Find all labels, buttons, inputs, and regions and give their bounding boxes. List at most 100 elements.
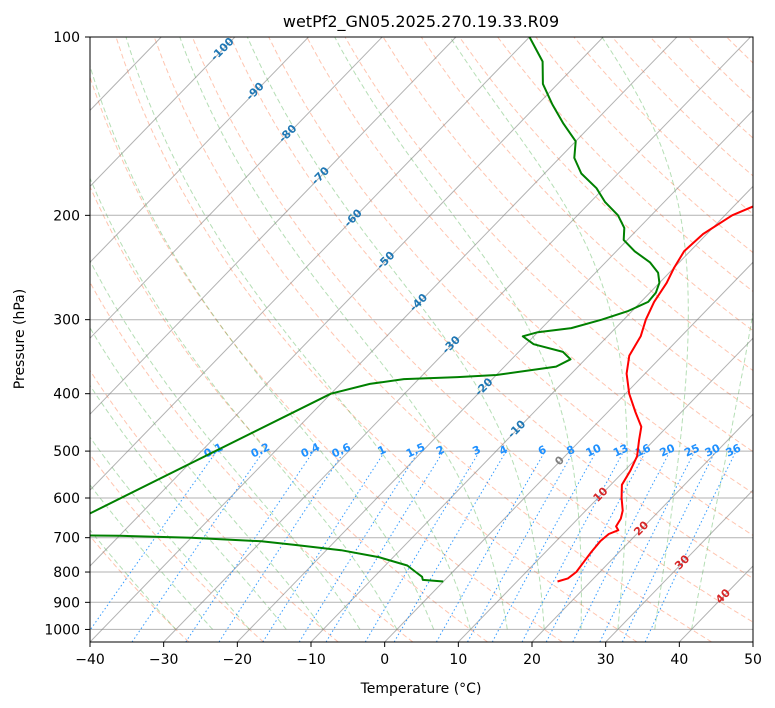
y-tick-label: 500 — [53, 444, 80, 460]
x-tick-label: 30 — [597, 652, 615, 668]
moist-adiabat — [90, 436, 250, 630]
mixing-ratio-label: 0.1 — [202, 441, 225, 461]
moist-adiabat — [691, 309, 753, 630]
moist-adiabat — [179, 37, 508, 630]
mixing-ratio-line — [90, 450, 218, 632]
isotherm-line — [90, 37, 530, 491]
line-labels: 0.1 0.2 0.4 0.6 1 1.5 2 3 4 6 8 10 13 16 20 25 30 36-100-… — [202, 37, 743, 606]
moist-adiabat — [90, 64, 435, 630]
profile-lines — [90, 37, 753, 583]
isotherm-line — [90, 37, 236, 188]
y-axis-label: Pressure (hPa) — [12, 289, 28, 389]
mixing-ratio-line — [572, 450, 671, 642]
isotherm-line — [531, 413, 753, 642]
dry-adiabat — [153, 37, 712, 642]
mixing-ratio-label: 30 — [703, 441, 723, 459]
mixing-ratio-line — [218, 450, 345, 642]
mixing-ratio-label: 4 — [497, 443, 510, 458]
isotherm-line — [90, 37, 383, 339]
dry-adiabat — [497, 37, 753, 293]
moist-adiabat — [125, 37, 471, 630]
mixing-ratio-line — [364, 450, 481, 642]
x-tick-label: −20 — [223, 652, 253, 668]
mixing-ratio-label: 13 — [611, 441, 630, 459]
mixing-ratio-label: 0.4 — [299, 440, 322, 460]
dewpoint-profile — [90, 37, 661, 583]
x-tick-label: 0 — [380, 652, 389, 668]
x-tick-label: −30 — [149, 652, 179, 668]
dry-adiabat — [420, 37, 753, 372]
dry-adiabat — [344, 37, 753, 453]
isotherm-line — [752, 641, 753, 642]
dry-adiabat — [230, 37, 753, 579]
moist-adiabat — [90, 177, 398, 630]
x-tick-label: 40 — [670, 652, 688, 668]
mixing-ratio-line — [644, 450, 737, 642]
y-tick-label: 600 — [53, 491, 80, 507]
moist-adiabat — [601, 37, 689, 630]
y-tick-label: 400 — [53, 387, 80, 403]
y-tick-label: 100 — [53, 30, 80, 46]
moist-adiabat — [90, 259, 361, 630]
x-axis: −40 −30 −20 −10 0 10 20 30 40 50 — [75, 642, 762, 668]
moist-adiabat — [246, 37, 545, 630]
dry-adiabat — [90, 75, 563, 642]
dry-adiabat — [306, 37, 753, 494]
moist-adiabat — [90, 384, 287, 630]
chart-title: wetPf2_GN05.2025.270.19.33.R09 — [283, 12, 559, 32]
mixing-ratio-label: 3 — [470, 443, 482, 458]
isotherm-line — [90, 37, 604, 567]
mixing-ratio-label: 20 — [658, 441, 678, 459]
x-tick-label: 10 — [449, 652, 467, 668]
mixing-ratio-label: 2 — [434, 443, 446, 458]
mixing-ratio-line — [131, 450, 265, 642]
moist-adiabat — [334, 37, 582, 630]
dry-adiabat — [535, 37, 753, 254]
dry-adiabat — [765, 37, 775, 642]
dry-adiabat — [688, 37, 753, 102]
dry-adiabat — [90, 281, 414, 642]
mixing-ratio-label: 1.5 — [404, 441, 427, 461]
dry-adiabat — [90, 369, 339, 642]
isotherm-line — [384, 261, 753, 642]
moist-adiabat — [90, 326, 324, 630]
background-lines — [90, 37, 775, 642]
plot-frame — [89, 36, 754, 643]
dry-adiabat — [90, 535, 190, 642]
y-tick-label: 900 — [53, 595, 80, 611]
moist-adiabat — [90, 529, 177, 630]
isotherm-line — [457, 337, 753, 642]
mixing-ratio-line — [491, 450, 597, 642]
y-tick-label: 300 — [53, 313, 80, 329]
isotherm-line — [90, 37, 309, 263]
dry-adiabat — [90, 453, 264, 642]
y-tick-label: 200 — [53, 208, 80, 224]
mixing-ratio-line — [435, 450, 546, 642]
y-tick-label: 800 — [53, 565, 80, 581]
mixing-ratio-line — [185, 450, 314, 642]
x-tick-label: 20 — [523, 652, 541, 668]
dry-adiabat — [191, 37, 753, 623]
mixing-ratio-line — [521, 450, 625, 642]
x-axis-label: Temperature (°C) — [360, 681, 482, 697]
temperature-profile — [557, 205, 753, 583]
mixing-ratio-line — [467, 450, 575, 642]
dry-adiabat — [726, 37, 753, 64]
mixing-ratio-label: 10 — [584, 441, 604, 459]
x-tick-label: 50 — [744, 652, 762, 668]
x-tick-label: −40 — [75, 652, 105, 668]
y-tick-label: 1000 — [44, 622, 80, 638]
mixing-ratio-label: 6 — [536, 443, 549, 458]
mixing-ratio-label: 1 — [376, 443, 388, 458]
isotherm-line — [310, 185, 753, 642]
dry-adiabat — [649, 37, 753, 139]
isotherm-line — [605, 489, 753, 642]
mixing-ratio-line — [262, 450, 386, 642]
isotherm-line — [90, 37, 678, 642]
mixing-ratio-label: 0.6 — [330, 440, 353, 460]
mixing-ratio-label: 25 — [682, 441, 701, 459]
isotherm-line — [90, 37, 457, 415]
mixing-ratio-line — [325, 450, 444, 642]
y-axis: 1000 900 800 700 600 500 400 300 200 100 — [44, 30, 90, 638]
